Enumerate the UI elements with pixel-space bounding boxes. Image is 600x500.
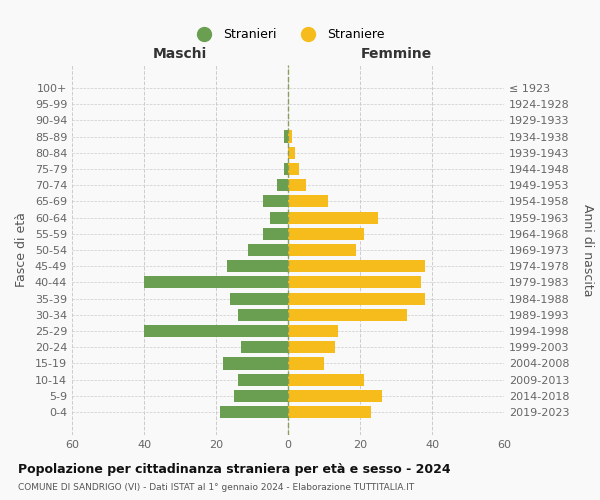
Y-axis label: Fasce di età: Fasce di età xyxy=(15,212,28,288)
Bar xyxy=(288,130,292,142)
Text: COMUNE DI SANDRIGO (VI) - Dati ISTAT al 1° gennaio 2024 - Elaborazione TUTTITALI: COMUNE DI SANDRIGO (VI) - Dati ISTAT al … xyxy=(18,482,414,492)
Bar xyxy=(241,341,288,353)
Bar xyxy=(288,358,324,370)
Bar xyxy=(288,228,364,240)
Bar xyxy=(288,374,364,386)
Bar xyxy=(288,179,306,191)
Text: Popolazione per cittadinanza straniera per età e sesso - 2024: Popolazione per cittadinanza straniera p… xyxy=(18,462,451,475)
Bar xyxy=(288,260,425,272)
Bar xyxy=(288,244,356,256)
Bar xyxy=(227,260,288,272)
Text: Femmine: Femmine xyxy=(361,48,431,62)
Bar xyxy=(263,196,288,207)
Bar xyxy=(270,212,288,224)
Bar xyxy=(288,212,378,224)
Bar xyxy=(144,276,288,288)
Bar xyxy=(288,146,295,159)
Bar xyxy=(288,309,407,321)
Bar xyxy=(263,228,288,240)
Bar xyxy=(223,358,288,370)
Bar xyxy=(288,196,328,207)
Y-axis label: Anni di nascita: Anni di nascita xyxy=(581,204,594,296)
Legend: Stranieri, Straniere: Stranieri, Straniere xyxy=(187,23,389,46)
Bar xyxy=(248,244,288,256)
Bar xyxy=(144,325,288,337)
Bar xyxy=(288,276,421,288)
Bar xyxy=(288,163,299,175)
Bar xyxy=(238,309,288,321)
Bar xyxy=(288,292,425,304)
Bar xyxy=(230,292,288,304)
Bar xyxy=(288,406,371,418)
Bar xyxy=(277,179,288,191)
Bar xyxy=(284,163,288,175)
Bar xyxy=(234,390,288,402)
Bar xyxy=(288,390,382,402)
Bar xyxy=(238,374,288,386)
Bar xyxy=(220,406,288,418)
Bar xyxy=(284,130,288,142)
Text: Maschi: Maschi xyxy=(153,48,207,62)
Bar xyxy=(288,341,335,353)
Bar xyxy=(288,325,338,337)
